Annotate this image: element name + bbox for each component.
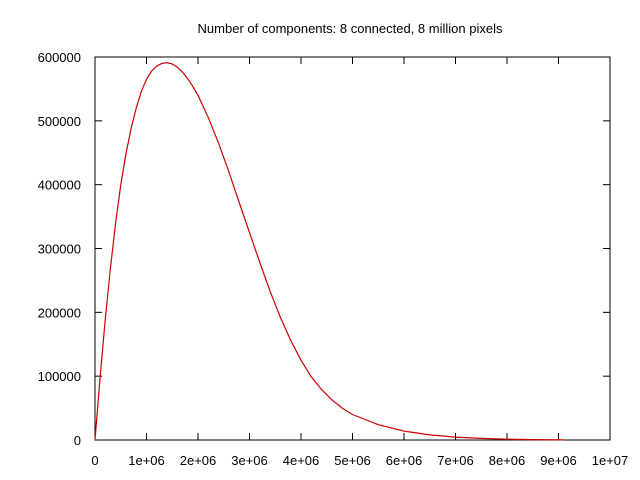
y-tick-label: 400000: [38, 178, 81, 193]
y-tick-label: 0: [74, 433, 81, 448]
x-tick-label: 6e+06: [386, 453, 423, 468]
x-tick-label: 1e+07: [592, 453, 629, 468]
x-tick-label: 8e+06: [489, 453, 526, 468]
y-tick-label: 600000: [38, 50, 81, 65]
plot-frame: [94, 56, 611, 441]
y-tick-label: 100000: [38, 369, 81, 384]
series-layer: [94, 62, 564, 441]
y-axis: 0 100000 200000 300000 400000 500000 600000: [38, 50, 610, 448]
x-tick-label: 5e+06: [334, 453, 371, 468]
x-axis: 0 1e+06 2e+06 3e+06 4e+06 5e+06 6e+06 7e+06 8e+0…: [91, 57, 628, 468]
x-tick-label: 2e+06: [180, 453, 217, 468]
chart-title: Number of components: 8 connected, 8 mil…: [198, 21, 503, 36]
x-tick-label: 0: [91, 453, 98, 468]
x-tick-label: 4e+06: [283, 453, 320, 468]
y-tick-label: 300000: [38, 242, 81, 257]
x-tick-label: 1e+06: [128, 453, 165, 468]
x-tick-label: 3e+06: [231, 453, 268, 468]
y-tick-label: 200000: [38, 305, 81, 320]
x-tick-label: 9e+06: [540, 453, 577, 468]
series-line: [94, 62, 564, 441]
x-tick-label: 7e+06: [437, 453, 474, 468]
y-tick-label: 500000: [38, 114, 81, 129]
